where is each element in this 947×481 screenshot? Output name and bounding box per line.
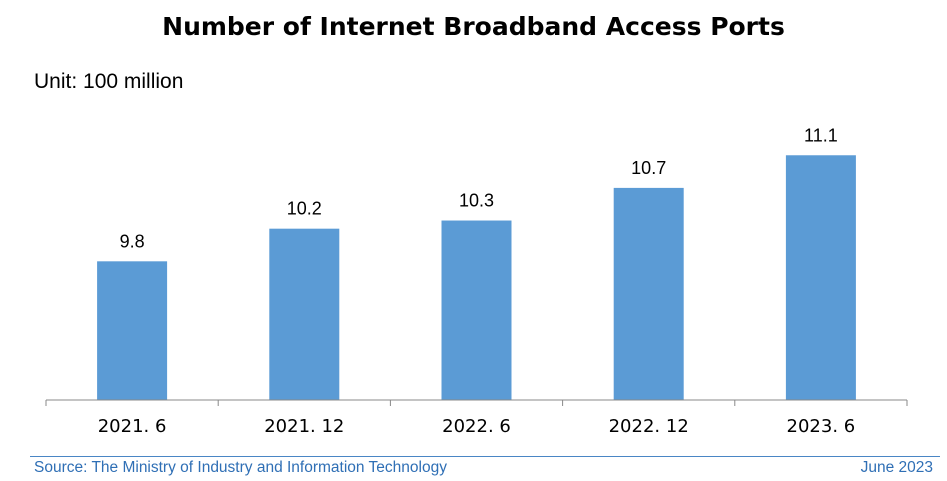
bar-1 — [97, 261, 168, 400]
source-note: Source: The Ministry of Industry and Inf… — [34, 459, 447, 476]
data-label-1: 9.8 — [120, 231, 145, 251]
bar-3 — [441, 220, 512, 400]
bar-4 — [613, 187, 684, 400]
data-label-5: 11.1 — [804, 125, 838, 145]
footer-divider — [30, 456, 940, 457]
bar-2 — [269, 228, 340, 400]
x-axis — [45, 399, 908, 406]
labels-group: 9.8 2021. 6 10.2 2021. 12 10.3 2022. 6 10.7 202… — [98, 125, 856, 437]
bar-5 — [785, 155, 856, 400]
data-label-4: 10.7 — [631, 158, 666, 178]
bars-group — [97, 155, 856, 400]
x-tick-label-4: 2022. 12 — [609, 416, 689, 437]
x-tick-label-2: 2021. 12 — [264, 416, 344, 437]
data-label-2: 10.2 — [287, 199, 322, 219]
chart-title: Number of Internet Broadband Access Port… — [162, 12, 785, 41]
x-tick-label-3: 2022. 6 — [442, 416, 511, 437]
publication-date: June 2023 — [860, 459, 933, 476]
unit-label: Unit: 100 million — [34, 70, 184, 93]
x-tick-label-5: 2023. 6 — [787, 416, 856, 437]
x-tick-label-1: 2021. 6 — [98, 416, 167, 437]
data-label-3: 10.3 — [459, 191, 494, 211]
